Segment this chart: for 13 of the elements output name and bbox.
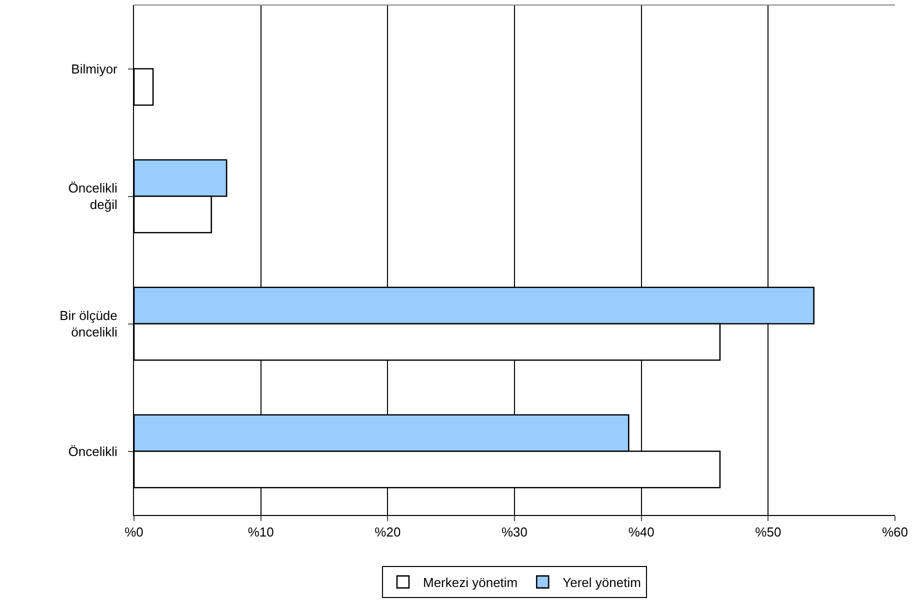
x-tick-label: %40 xyxy=(628,524,654,540)
x-tick-label: %50 xyxy=(755,524,782,540)
legend-label: Yerel yönetim xyxy=(562,575,641,590)
y-tick-label: Bilmiyor xyxy=(71,61,118,76)
x-tick-label: %0 xyxy=(124,524,144,540)
y-tick-label: Öncelikli değil xyxy=(68,180,118,212)
y-tick-label: Bir ölçüde öncelikli xyxy=(60,308,118,340)
y-tick-label: Öncelikli xyxy=(68,444,118,459)
x-tick-label: %20 xyxy=(374,524,401,540)
x-tick-label: %30 xyxy=(501,524,528,540)
legend-label: Merkezi yönetim xyxy=(423,575,518,590)
x-tick-label: %60 xyxy=(882,524,908,540)
x-tick-label: %10 xyxy=(248,524,274,540)
